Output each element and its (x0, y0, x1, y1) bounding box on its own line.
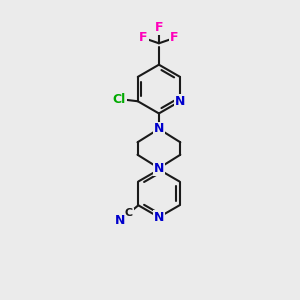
Text: F: F (155, 21, 163, 34)
Text: N: N (115, 214, 125, 227)
Text: N: N (175, 95, 185, 108)
Text: C: C (125, 208, 133, 218)
Text: Cl: Cl (113, 93, 126, 106)
Text: F: F (170, 32, 178, 44)
Text: N: N (154, 122, 164, 135)
Text: F: F (139, 32, 148, 44)
Text: N: N (154, 162, 164, 175)
Text: N: N (154, 211, 164, 224)
